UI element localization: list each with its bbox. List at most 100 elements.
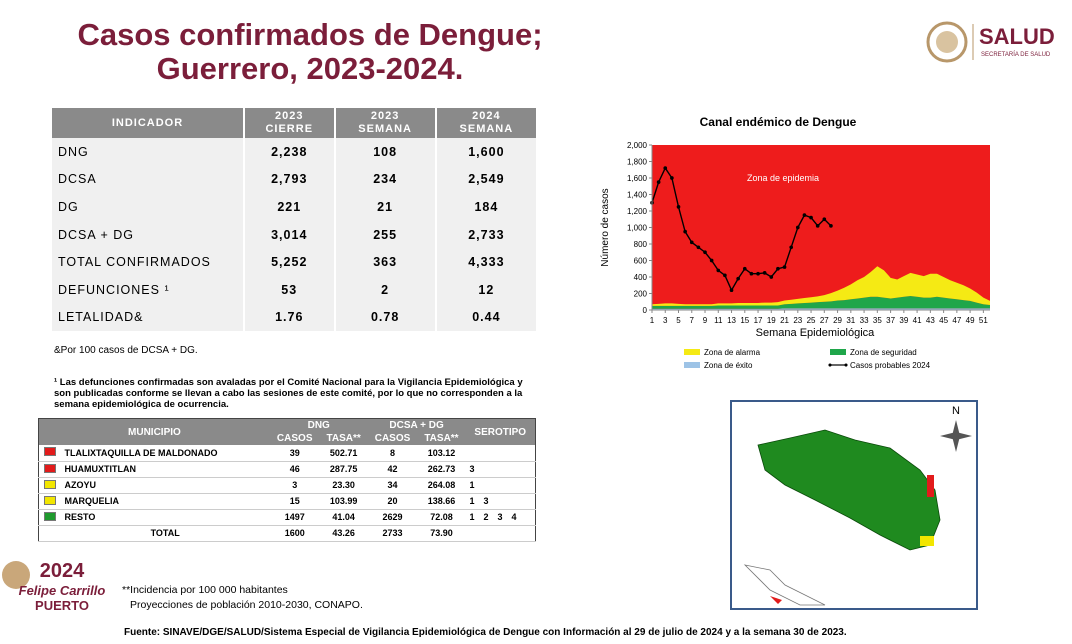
- y-tick-label: 1,000: [627, 224, 648, 233]
- serotipo-item: 3: [483, 496, 489, 506]
- header-top: 2023: [275, 110, 304, 122]
- compass: [940, 420, 972, 452]
- column-header: 2023 SEMANA: [334, 108, 437, 138]
- legend-label: Casos probables 2024: [850, 361, 931, 370]
- cell: LETALIDAD&: [52, 303, 245, 332]
- cell: 103.99: [319, 493, 368, 510]
- legend-label: Zona de alarma: [704, 348, 761, 357]
- map-state: [757, 429, 941, 551]
- cell: 5,252: [244, 248, 336, 276]
- municipio-table: MUNICIPIO DNG DCSA + DG SEROTIPO CASOS TASA**…: [38, 418, 536, 542]
- cell: 2,549: [435, 165, 539, 194]
- sidebar-year: 2024: [40, 560, 85, 582]
- row: LETALIDAD& 1.76 0.78 0.44: [52, 303, 539, 332]
- x-tick-label: 43: [926, 316, 935, 325]
- swatch-cell: [38, 525, 61, 542]
- title-line: Guerrero, 2023-2024.: [156, 51, 464, 86]
- row: TLALIXTAQUILLA DE MALDONADO 39 502.71 8 103.…: [38, 445, 536, 462]
- chart-title: Canal endémico de Dengue: [700, 115, 857, 129]
- cell: 262.73: [417, 461, 466, 478]
- y-tick-label: 1,200: [627, 207, 648, 216]
- x-tick-label: 13: [727, 316, 736, 325]
- cell: 23.30: [319, 477, 368, 494]
- cell: 2,793: [244, 165, 336, 194]
- header-row: INDICADOR 2023 CIERRE 2023 SEMANA 2024 SEMANA: [52, 108, 539, 138]
- x-tick-label: 9: [703, 316, 708, 325]
- row: TOTAL 1600 43.26 2733 73.90: [38, 525, 536, 542]
- column-header: TASA**: [319, 432, 368, 445]
- cell: DNG: [52, 138, 245, 166]
- column-header: 2023 CIERRE: [244, 108, 336, 138]
- cell: 0.44: [435, 303, 539, 332]
- cell: 42: [367, 461, 418, 478]
- swatch-cell: [38, 509, 61, 526]
- cell: 103.12: [417, 445, 466, 462]
- x-tick-label: 5: [676, 316, 681, 325]
- sidebar-logo: 2024 Felipe Carrillo PUERTO: [2, 560, 105, 613]
- swatch-cell: [38, 445, 61, 462]
- x-tick-label: 51: [979, 316, 988, 325]
- x-tick-label: 45: [939, 316, 948, 325]
- logo-seal-inner: [936, 31, 958, 53]
- chart: Canal endémico de Dengue Zona de epidemia…: [600, 115, 990, 370]
- serotipo: 3: [465, 461, 536, 478]
- cell: 108: [334, 138, 437, 166]
- serotipo-item: 4: [511, 512, 517, 522]
- footnote: ¹ Las defunciones confirmadas son avalad…: [54, 377, 523, 410]
- column-header: MUNICIPIO: [38, 418, 270, 445]
- legend-swatch: [684, 362, 700, 368]
- municipio: HUAMUXTITLAN: [60, 461, 270, 478]
- cell: 1497: [269, 509, 320, 526]
- logo-name: SALUD: [979, 24, 1055, 49]
- cell: 46: [269, 461, 320, 478]
- cell: 4,333: [435, 248, 539, 276]
- serotipo-item: 3: [469, 464, 475, 474]
- column-header: 2024 SEMANA: [435, 108, 539, 138]
- y-tick-label: 1,600: [627, 174, 648, 183]
- map-inset: [743, 564, 826, 606]
- cell: 287.75: [319, 461, 368, 478]
- x-tick-label: 37: [886, 316, 895, 325]
- row: HUAMUXTITLAN 46 287.75 42 262.73 3: [38, 461, 536, 478]
- row: DEFUNCIONES ¹ 53 2 12: [52, 275, 539, 304]
- map: N: [730, 400, 978, 610]
- header-bottom: SEMANA: [358, 123, 412, 135]
- cell: DCSA + DG: [52, 220, 245, 249]
- swatch-cell: [38, 461, 61, 478]
- serotipo: [465, 445, 536, 462]
- cell: 3,014: [244, 220, 336, 249]
- note: &Por 100 casos de DCSA + DG.: [54, 345, 198, 356]
- serotipo: 1: [465, 477, 536, 494]
- indicator-table: INDICADOR 2023 CIERRE 2023 SEMANA 2024 SEMANA D…: [52, 108, 539, 332]
- cell: 2,238: [244, 138, 336, 166]
- x-tick-label: 23: [793, 316, 802, 325]
- municipio: RESTO: [60, 509, 270, 526]
- map-yellow: [920, 536, 934, 546]
- swatch: [43, 463, 56, 473]
- cell: 53: [244, 275, 336, 304]
- header-row: CASOS TASA** CASOS TASA**: [39, 432, 536, 445]
- cell: 1600: [269, 525, 320, 542]
- serotipo-item: 1: [469, 480, 475, 490]
- x-tick-label: 11: [714, 316, 723, 325]
- legend-label: Zona de éxito: [704, 361, 753, 370]
- y-tick-label: 1,800: [627, 158, 648, 167]
- row: DCSA 2,793 234 2,549: [52, 165, 539, 194]
- annotation: Zona de epidemia: [747, 173, 819, 183]
- x-tick-label: 35: [873, 316, 882, 325]
- cell: 12: [435, 275, 539, 304]
- legend-label: Zona de seguridad: [850, 348, 917, 357]
- map-red: [927, 475, 934, 497]
- cell: 21: [334, 193, 437, 221]
- x-tick-label: 1: [650, 316, 655, 325]
- legend-swatch: [684, 349, 700, 355]
- cell: 0.78: [334, 303, 437, 332]
- cell: DG: [52, 193, 245, 221]
- cell: 502.71: [319, 445, 368, 462]
- header-top: 2024: [472, 110, 501, 122]
- y-tick-label: 1,400: [627, 191, 648, 200]
- serotipo: [465, 525, 536, 542]
- x-tick-label: 19: [767, 316, 776, 325]
- row: DNG 2,238 108 1,600: [52, 138, 539, 166]
